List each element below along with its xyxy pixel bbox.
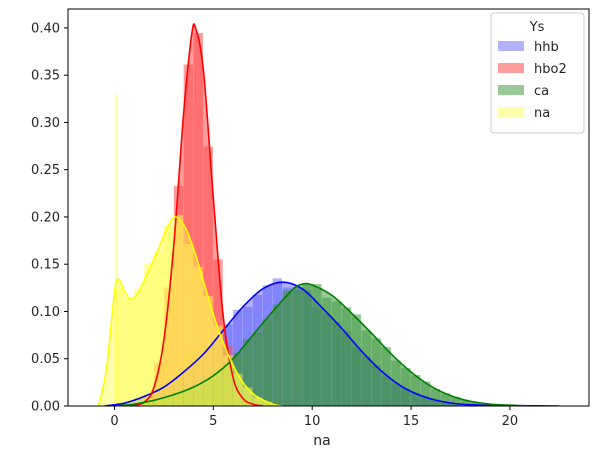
legend-label-hhb: hhb bbox=[534, 40, 559, 55]
series-bar-ca bbox=[213, 369, 223, 406]
series-bar-ca bbox=[183, 389, 194, 406]
series-bar-ca bbox=[163, 396, 174, 406]
series-line-hhb bbox=[104, 281, 560, 406]
series-bar-ca bbox=[223, 364, 233, 406]
series-bar-ca bbox=[302, 284, 312, 406]
series-bar-hbo2 bbox=[213, 259, 223, 406]
series-bar-ca bbox=[272, 304, 283, 406]
series-bar-na bbox=[173, 214, 184, 406]
x-tick-label: 5 bbox=[209, 414, 217, 429]
series-bar-na bbox=[134, 288, 144, 406]
series-bar-ca bbox=[242, 339, 253, 406]
x-axis-title: na bbox=[313, 433, 330, 449]
series-bar-ca bbox=[292, 290, 302, 406]
legend-label-na: na bbox=[534, 106, 550, 121]
series-bar-ca bbox=[381, 347, 391, 406]
series-bar-ca bbox=[282, 290, 292, 406]
legend-swatch-hbo2 bbox=[498, 63, 524, 73]
series-bar-ca bbox=[233, 352, 243, 406]
series-fills bbox=[98, 23, 560, 406]
series-bar-ca bbox=[351, 314, 362, 406]
series-bar-na bbox=[114, 286, 124, 406]
series-bar-na bbox=[163, 225, 174, 406]
series-bar-ca bbox=[401, 368, 411, 406]
y-tick-label: 0.05 bbox=[31, 352, 60, 367]
series-spike-na bbox=[114, 94, 119, 406]
series-bar-na bbox=[242, 387, 253, 406]
legend-swatch-hhb bbox=[498, 41, 524, 51]
y-axis: 0.00 0.05 0.10 0.15 0.20 0.25 0.30 0.35 0.40 bbox=[31, 21, 68, 415]
series-bar-hbo2 bbox=[203, 146, 213, 406]
series-line-hbo2 bbox=[130, 23, 263, 406]
legend-swatch-na bbox=[498, 107, 524, 117]
legend: Ys hhb hbo2 ca na bbox=[490, 12, 585, 134]
series-bar-ca bbox=[154, 399, 164, 406]
series-bar-hbo2 bbox=[163, 287, 174, 406]
series-bar-ca bbox=[460, 400, 470, 406]
legend-title: Ys bbox=[529, 20, 545, 35]
series-bar-ca bbox=[322, 297, 332, 406]
axes-frame bbox=[67, 8, 590, 407]
series-bar-ca bbox=[371, 338, 381, 406]
series-bar-ca bbox=[203, 378, 213, 406]
series-bar-na bbox=[144, 263, 154, 406]
series-bar-ca bbox=[420, 381, 431, 406]
series-bar-na bbox=[203, 295, 213, 406]
series-bar-na bbox=[213, 325, 223, 406]
x-tick-label: 0 bbox=[110, 414, 118, 429]
series-bar-na bbox=[183, 243, 194, 406]
series-line-na bbox=[97, 216, 283, 406]
series-area-na bbox=[98, 216, 283, 406]
series-bar-ca bbox=[450, 396, 460, 406]
series-bar-ca bbox=[312, 284, 322, 406]
series-bar-na bbox=[124, 299, 134, 406]
series-bar-hbo2 bbox=[193, 32, 203, 406]
series-bar-ca bbox=[361, 330, 372, 406]
y-tick-label: 0.35 bbox=[31, 69, 60, 84]
series-bar-ca bbox=[173, 392, 184, 406]
series-bar-na bbox=[223, 355, 233, 406]
series-bar-ca bbox=[331, 301, 342, 406]
series-bar-hbo2 bbox=[173, 185, 184, 406]
series-bar-na bbox=[252, 397, 263, 406]
x-axis: 0 5 10 15 20 bbox=[110, 406, 518, 429]
series-bar-na bbox=[262, 401, 273, 406]
series-bar-ca bbox=[262, 318, 273, 406]
y-tick-label: 0.25 bbox=[31, 163, 60, 178]
series-bar-na bbox=[193, 266, 203, 406]
series-bar-ca bbox=[144, 401, 154, 406]
series-bar-hbo2 bbox=[144, 394, 154, 406]
x-tick-label: 20 bbox=[502, 414, 519, 429]
series-bar-ca bbox=[193, 384, 203, 406]
series-bar-ca bbox=[440, 393, 451, 406]
series-bar-hhb bbox=[124, 401, 134, 406]
legend-label-hbo2: hbo2 bbox=[534, 62, 567, 77]
plot-area bbox=[97, 23, 560, 406]
y-tick-label: 0.40 bbox=[31, 21, 60, 36]
legend-box bbox=[490, 12, 585, 134]
y-tick-label: 0.15 bbox=[31, 258, 60, 273]
x-tick-label: 15 bbox=[403, 414, 420, 429]
series-bar-ca bbox=[411, 375, 421, 406]
series-bar-ca bbox=[470, 402, 480, 406]
series-bar-hbo2 bbox=[154, 362, 164, 406]
y-tick-label: 0.00 bbox=[31, 400, 60, 415]
x-tick-label: 10 bbox=[304, 414, 321, 429]
series-line-ca bbox=[114, 282, 530, 406]
series-bar-na bbox=[154, 252, 164, 406]
y-tick-label: 0.30 bbox=[31, 116, 60, 131]
y-tick-label: 0.10 bbox=[31, 305, 60, 320]
y-tick-label: 0.20 bbox=[31, 210, 60, 225]
series-bar-ca bbox=[341, 307, 352, 406]
legend-label-ca: ca bbox=[534, 84, 549, 99]
series-bar-ca bbox=[430, 389, 441, 406]
legend-swatch-ca bbox=[498, 85, 524, 95]
series-lines bbox=[97, 23, 560, 406]
series-bar-ca bbox=[252, 332, 263, 406]
series-bar-hhb bbox=[134, 397, 144, 406]
